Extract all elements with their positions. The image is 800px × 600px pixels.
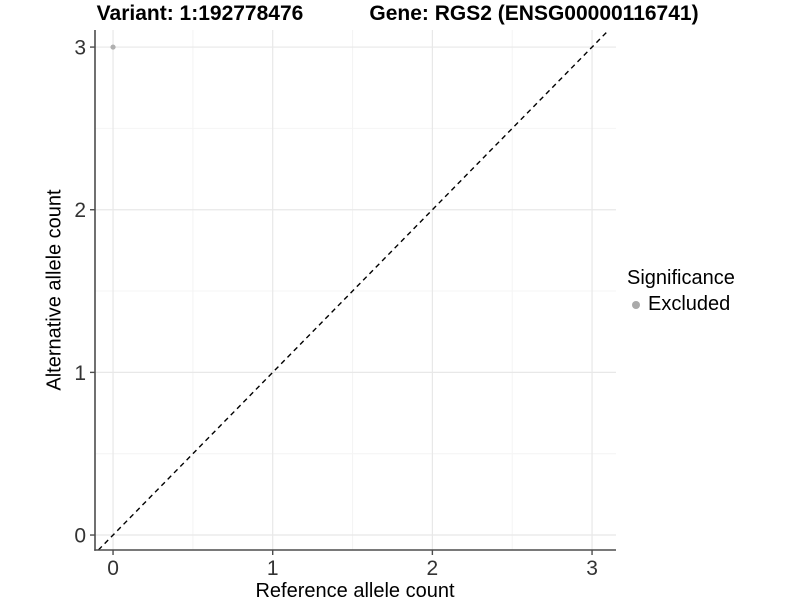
circle-marker-icon bbox=[632, 300, 640, 309]
y-tick-label: 3 bbox=[74, 37, 86, 60]
legend-title: Significance bbox=[627, 267, 735, 289]
legend-item-label: Excluded bbox=[648, 293, 731, 315]
legend-item-excluded: Excluded bbox=[627, 293, 735, 316]
x-tick-label: 0 bbox=[107, 557, 119, 580]
x-tick-label: 1 bbox=[267, 557, 279, 580]
x-axis-label: Reference allele count bbox=[255, 580, 455, 600]
data-point bbox=[110, 44, 116, 50]
y-tick-label: 2 bbox=[74, 199, 86, 222]
x-tick-label: 3 bbox=[586, 557, 598, 580]
y-tick-label: 0 bbox=[74, 525, 86, 548]
gene-title: Gene: RGS2 (ENSG00000116741) bbox=[369, 2, 699, 25]
y-tick-label: 1 bbox=[74, 362, 86, 385]
legend: Significance Excluded bbox=[627, 265, 735, 316]
x-tick-label: 2 bbox=[427, 557, 439, 580]
identity-dashed-line bbox=[97, 29, 610, 551]
variant-title: Variant: 1:192778476 bbox=[96, 2, 304, 25]
y-axis-label: Alternative allele count bbox=[43, 189, 66, 391]
